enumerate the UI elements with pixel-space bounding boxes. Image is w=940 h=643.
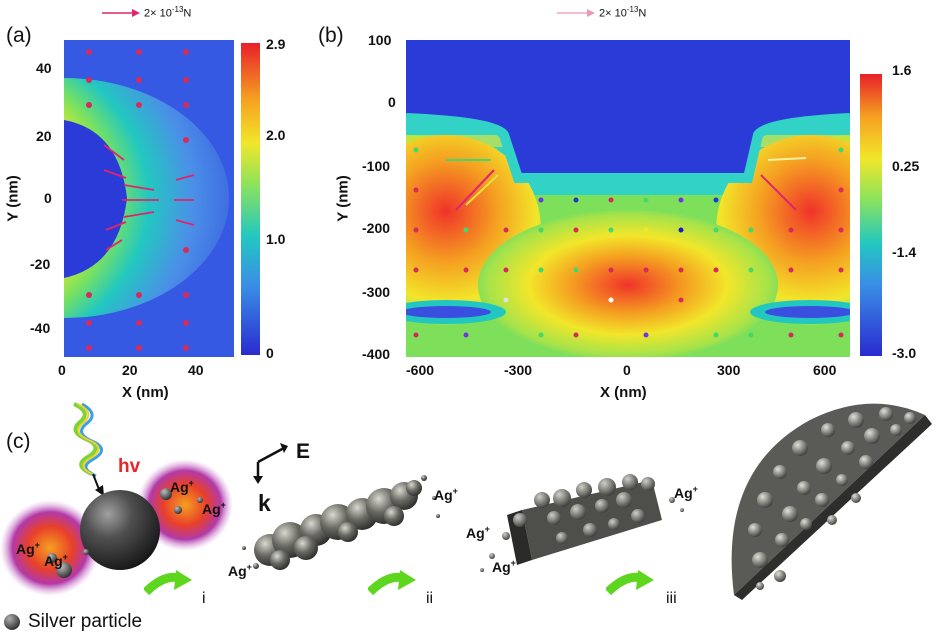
panel-b-y-title: Y (nm) — [334, 175, 352, 222]
svg-text:Ag+: Ag+ — [228, 562, 252, 579]
step-ii-label: ii — [426, 590, 434, 607]
panel-a-colorbar-tick: 2.9 — [266, 36, 286, 52]
scale-multiplier: 2× — [144, 7, 157, 20]
panel-b-colorbar — [860, 74, 882, 356]
panel-a-y-tick: -40 — [30, 320, 51, 336]
ion-label: Ag — [492, 559, 511, 575]
ion-charge: + — [511, 558, 516, 568]
scale-arrow-icon — [102, 9, 140, 17]
panel-a-colorbar-tick: 2.0 — [266, 127, 286, 143]
panel-b-x-tick: 0 — [623, 362, 631, 378]
panel-c-label: (c) — [6, 430, 31, 453]
panel-b-force-arrows — [446, 157, 807, 211]
panel-a-x-tick: 20 — [122, 362, 138, 378]
ion-charge: + — [221, 500, 226, 510]
panel-b-arrow-heads — [413, 147, 844, 338]
scale-exponent: -13 — [626, 5, 639, 14]
ion-charge: + — [247, 562, 252, 572]
ion-charge: + — [485, 524, 490, 534]
polarization-axes-icon — [253, 443, 288, 484]
svg-text:Ag+: Ag+ — [466, 524, 490, 541]
panel-a-y-tick: 0 — [44, 190, 52, 206]
panel-a-arrow-heads — [86, 49, 189, 351]
panel-a-y-tick: 40 — [36, 60, 52, 76]
silver-nanoplate — [731, 403, 932, 600]
ion-charge: + — [189, 478, 194, 488]
ion-label: Ag — [228, 563, 247, 579]
panel-a-y-tick: -20 — [30, 256, 51, 272]
panel-a-y-tick: 20 — [36, 128, 52, 144]
scale-arrow-icon — [557, 9, 595, 17]
svg-text:Ag+: Ag+ — [492, 558, 516, 575]
ion-labels-left: Ag+ Ag+ Ag+ Ag+ — [16, 478, 226, 569]
svg-text:Ag+: Ag+ — [202, 500, 226, 517]
panel-b-colorbar-tick: -3.0 — [892, 345, 917, 361]
ion-charge: + — [35, 540, 40, 550]
panel-b-colorbar-tick: 1.6 — [892, 62, 912, 78]
ion-label: Ag — [202, 501, 221, 517]
svg-text:Ag+: Ag+ — [170, 478, 194, 495]
panel-b-force-scale: 2× 10-13N — [555, 4, 695, 20]
scale-magnitude: 10 — [159, 7, 172, 20]
panel-a-y-title: Y (nm) — [4, 175, 22, 222]
ion-charge: + — [693, 484, 698, 494]
silver-nanoprism: Ag+ Ag+ Ag+ — [466, 474, 698, 575]
svg-text:Ag+: Ag+ — [434, 486, 458, 503]
panel-b-y-tick: -100 — [362, 158, 391, 174]
hv-label: hv — [118, 456, 141, 477]
step-i-label: i — [202, 590, 206, 607]
panel-a-force-arrows — [103, 144, 195, 251]
panel-b-x-tick: -300 — [504, 362, 533, 378]
panel-a-force-scale: 2× 10-13N — [100, 4, 240, 20]
scale-exponent: -13 — [171, 5, 184, 14]
scale-magnitude: 10 — [614, 7, 627, 20]
scale-multiplier: 2× — [599, 7, 612, 20]
scale-unit: N — [638, 7, 647, 20]
panel-b-y-tick: -400 — [362, 346, 391, 362]
panel-b-x-tick: 600 — [813, 362, 837, 378]
panel-b-y-tick: 100 — [368, 32, 392, 48]
panel-a-label: (a) — [6, 24, 32, 47]
panel-b-x-tick: -600 — [406, 362, 435, 378]
scale-unit: N — [183, 7, 192, 20]
silver-nanorod: Ag+ Ag+ — [228, 475, 458, 579]
panel-b-y-tick: 0 — [388, 94, 396, 110]
panel-a-x-title: X (nm) — [122, 384, 169, 401]
panel-a-colorbar-tick: 0 — [266, 345, 274, 361]
step-iii-arrow-icon — [606, 570, 654, 596]
ion-charge: + — [453, 486, 458, 496]
ion-label: Ag — [170, 479, 189, 495]
ion-charge: + — [63, 552, 68, 562]
panel-b-label: (b) — [318, 24, 344, 47]
svg-text:Ag+: Ag+ — [674, 484, 698, 501]
silver-particle-legend-icon — [4, 614, 20, 630]
step-iii-label: iii — [666, 590, 677, 607]
ion-label: Ag — [466, 525, 485, 541]
panel-b-colorbar-tick: 0.25 — [892, 158, 920, 174]
step-i-arrow-icon — [144, 570, 192, 596]
wave-k-label: k — [258, 490, 271, 516]
panel-a-colorbar-tick: 1.0 — [266, 231, 286, 247]
svg-text:Ag+: Ag+ — [16, 540, 40, 557]
ion-label: Ag — [16, 541, 35, 557]
panel-b-x-tick: 300 — [717, 362, 741, 378]
ion-label: Ag — [44, 553, 63, 569]
panel-a-x-tick: 40 — [188, 362, 204, 378]
ion-label: Ag — [434, 487, 453, 503]
panel-b-colorbar-tick: -1.4 — [892, 244, 917, 260]
field-e-label: E — [296, 440, 311, 463]
svg-text:Ag+: Ag+ — [44, 552, 68, 569]
panel-a-x-tick: 0 — [58, 362, 66, 378]
panel-b-x-title: X (nm) — [600, 384, 647, 401]
panel-a-field-map — [64, 40, 234, 357]
step-ii-arrow-icon — [368, 570, 416, 596]
silver-nanosphere-scene — [0, 460, 233, 596]
ion-label: Ag — [674, 485, 693, 501]
legend-label: Silver particle — [28, 611, 143, 632]
light-wave-icon — [73, 402, 104, 496]
panel-b-field-map — [406, 40, 850, 357]
panel-b-y-tick: -300 — [362, 284, 391, 300]
panel-a-colorbar — [241, 43, 260, 355]
panel-b-y-tick: -200 — [362, 220, 391, 236]
